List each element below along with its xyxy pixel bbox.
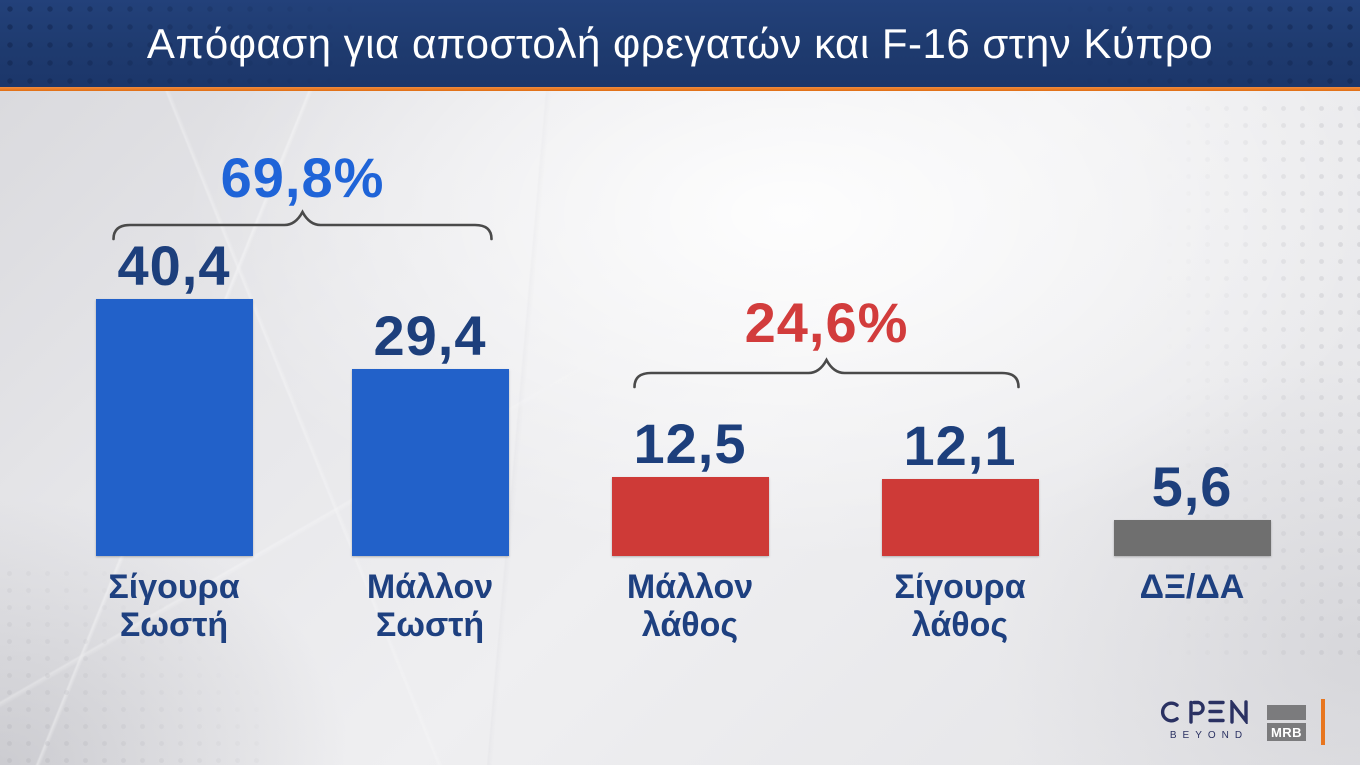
bar-0 xyxy=(95,299,253,556)
mrb-logo: MRB xyxy=(1267,705,1306,741)
bar-value-3: 12,1 xyxy=(903,414,1017,477)
title-bar-dots-left xyxy=(0,0,360,87)
group-brace-0 xyxy=(112,209,493,241)
bar-category-label-4: ΔΞ/ΔΑ xyxy=(1139,568,1245,606)
group-total-label-1: 24,6% xyxy=(744,291,909,354)
open-beyond-label: BEYOND xyxy=(1169,730,1249,741)
bar-1 xyxy=(351,369,509,556)
bar-value-4: 5,6 xyxy=(1151,455,1233,518)
mrb-logo-top-block xyxy=(1267,705,1306,720)
bar-category-label-2: Μάλλον λάθος xyxy=(626,568,754,645)
bar-category-label-0: Σίγουρα Σωστή xyxy=(108,568,240,645)
title-bar: Απόφαση για αποστολή φρεγατών και F-16 σ… xyxy=(0,0,1360,87)
bar-3 xyxy=(881,479,1039,556)
bar-category-label-3: Σίγουρα λάθος xyxy=(894,568,1026,645)
orange-divider-tick xyxy=(1321,699,1325,745)
bar-value-1: 29,4 xyxy=(373,304,487,367)
orange-accent-line xyxy=(0,87,1360,91)
bar-4 xyxy=(1113,520,1271,556)
bar-value-0: 40,4 xyxy=(117,234,231,297)
group-brace-1 xyxy=(633,357,1020,389)
title-bar-dots-right xyxy=(1060,0,1360,87)
mrb-logo-label: MRB xyxy=(1267,723,1306,741)
bar-2 xyxy=(611,477,769,556)
bar-value-2: 12,5 xyxy=(633,412,747,475)
open-channel-logo: BEYOND xyxy=(1158,698,1254,741)
open-logo-icon xyxy=(1160,698,1248,726)
page-title: Απόφαση για αποστολή φρεγατών και F-16 σ… xyxy=(146,19,1214,67)
group-total-label-0: 69,8% xyxy=(220,146,385,209)
bar-category-label-1: Μάλλον Σωστή xyxy=(366,568,494,645)
